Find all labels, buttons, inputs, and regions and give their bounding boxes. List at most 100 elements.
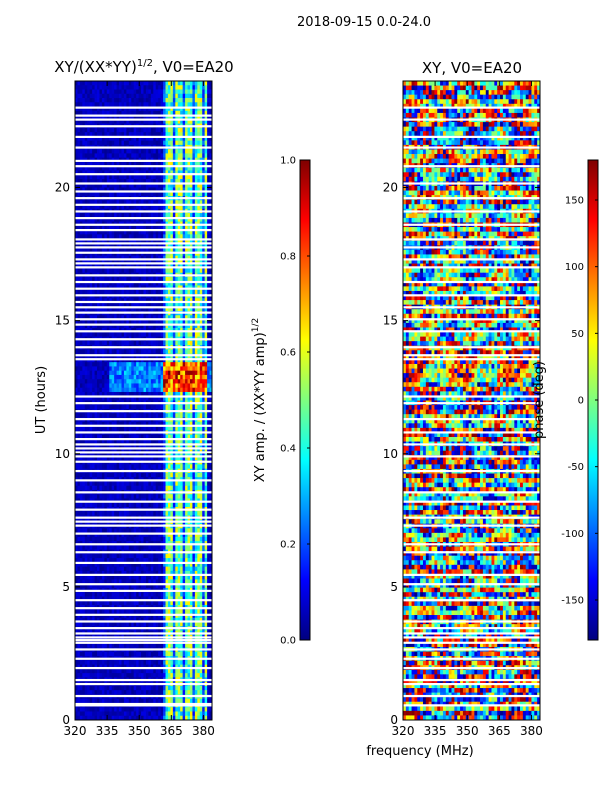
amplitude-cell: [160, 438, 164, 444]
amplitude-cell: [133, 374, 137, 380]
amplitude-cell: [106, 110, 110, 116]
amplitude-cell: [177, 315, 181, 320]
amplitude-cell: [136, 217, 140, 222]
amplitude-cell: [194, 242, 198, 248]
amplitude-cell: [99, 93, 103, 99]
amplitude-cell: [150, 379, 154, 384]
amplitude-cell: [79, 319, 83, 325]
amplitude-cell: [89, 225, 93, 231]
amplitude-cell: [77, 276, 81, 282]
amplitude-cell: [163, 383, 166, 389]
amplitude-cell: [101, 426, 105, 431]
amplitude-cell: [197, 438, 201, 444]
amplitude-cell: [194, 447, 198, 453]
amplitude-cell: [121, 213, 125, 218]
amplitude-cell: [97, 268, 100, 274]
amplitude-cell: [106, 319, 110, 325]
amplitude-cell: [163, 230, 166, 235]
amplitude-cell: [133, 115, 137, 120]
amplitude-cell: [99, 85, 103, 90]
amplitude-cell: [167, 200, 171, 205]
amplitude-cell: [204, 174, 208, 180]
amplitude-cell: [150, 396, 154, 401]
amplitude-cell: [126, 110, 130, 116]
amplitude-cell: [111, 110, 115, 116]
amplitude-cell: [138, 170, 142, 176]
amplitude-cell: [158, 370, 162, 376]
amplitude-cell: [172, 127, 176, 133]
amplitude-cell: [209, 289, 212, 295]
amplitude-cell: [182, 396, 186, 401]
amplitude-cell: [209, 370, 212, 376]
amplitude-cell: [158, 340, 162, 346]
amplitude-cell: [92, 166, 95, 171]
amplitude-cell: [104, 349, 108, 355]
amplitude-cell: [160, 166, 164, 171]
amplitude-cell: [153, 217, 157, 222]
amplitude-cell: [111, 225, 115, 231]
amplitude-cell: [177, 187, 181, 193]
amplitude-cell: [106, 238, 110, 244]
amplitude-cell: [104, 81, 108, 86]
amplitude-cell: [185, 191, 188, 197]
amplitude-cell: [155, 153, 159, 159]
amplitude-cell: [82, 81, 86, 86]
amplitude-cell: [189, 379, 193, 384]
amplitude-cell: [150, 242, 154, 248]
amplitude-cell: [99, 302, 103, 308]
amplitude-cell: [92, 140, 95, 146]
amplitude-cell: [89, 106, 93, 112]
amplitude-cell: [141, 289, 144, 295]
amplitude-cell: [92, 404, 95, 410]
amplitude-cell: [150, 362, 154, 367]
amplitude-cell: [155, 81, 159, 86]
amplitude-cell: [138, 404, 142, 410]
amplitude-cell: [199, 247, 203, 252]
amplitude-cell: [143, 85, 147, 90]
amplitude-cell: [111, 242, 115, 248]
amplitude-cell: [153, 127, 157, 133]
amplitude-cell: [111, 302, 115, 308]
amplitude-cell: [194, 102, 198, 107]
amplitude-cell: [87, 370, 91, 376]
amplitude-cell: [138, 362, 142, 367]
amplitude-cell: [111, 115, 115, 120]
amplitude-cell: [197, 183, 201, 188]
amplitude-cell: [123, 379, 127, 384]
amplitude-cell: [172, 132, 176, 137]
amplitude-cell: [182, 93, 186, 99]
amplitude-cell: [131, 183, 135, 188]
amplitude-cell: [87, 387, 91, 393]
amplitude-cell: [199, 374, 203, 380]
amplitude-cell: [167, 374, 171, 380]
amplitude-cell: [180, 93, 184, 99]
amplitude-cell: [145, 127, 149, 133]
amplitude-cell: [109, 161, 113, 167]
amplitude-cell: [170, 183, 174, 188]
amplitude-cell: [84, 234, 88, 240]
amplitude-cell: [148, 93, 152, 99]
amplitude-cell: [87, 183, 91, 188]
amplitude-cell: [119, 349, 122, 355]
amplitude-cell: [177, 289, 181, 295]
amplitude-cell: [138, 161, 142, 167]
amplitude-cell: [97, 98, 100, 103]
amplitude-cell: [155, 234, 159, 240]
amplitude-cell: [170, 455, 174, 461]
amplitude-cell: [94, 93, 98, 99]
amplitude-cell: [199, 379, 203, 384]
amplitude-cell: [133, 119, 137, 124]
amplitude-cell: [204, 161, 208, 167]
amplitude-cell: [79, 200, 83, 205]
amplitude-cell: [89, 85, 93, 90]
amplitude-cell: [123, 451, 127, 457]
amplitude-cell: [199, 200, 203, 205]
amplitude-cell: [197, 374, 201, 380]
amplitude-cell: [143, 89, 147, 95]
amplitude-cell: [104, 387, 108, 393]
amplitude-cell: [111, 276, 115, 282]
amplitude-cell: [194, 110, 198, 116]
amplitude-cell: [145, 281, 149, 286]
amplitude-cell: [165, 85, 169, 90]
amplitude-cell: [128, 102, 132, 107]
